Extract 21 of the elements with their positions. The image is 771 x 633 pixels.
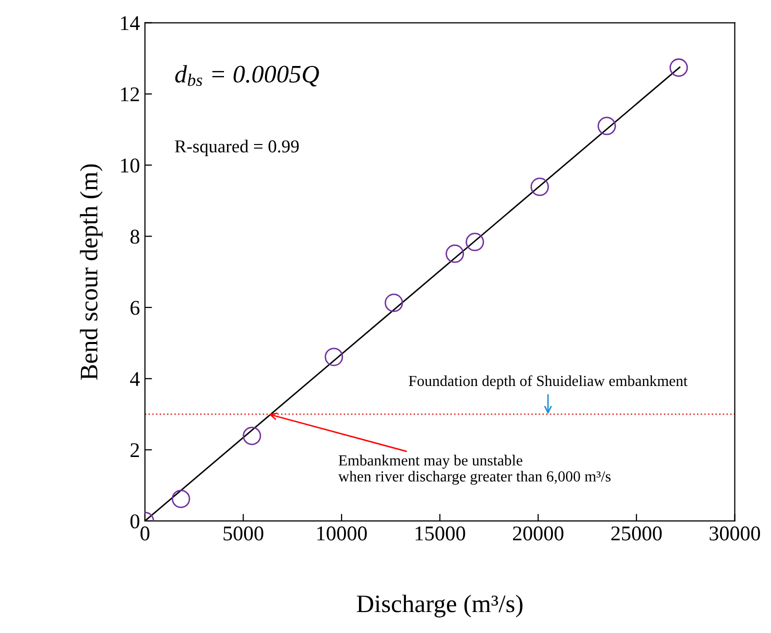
x-tick-label: 20000 xyxy=(513,526,564,540)
y-tick-label: 6 xyxy=(130,300,140,315)
y-tick-label: 2 xyxy=(130,443,139,458)
annotation: R-squared = 0.99 xyxy=(174,140,299,156)
y-tick-label: 4 xyxy=(130,372,140,386)
x-axis-title: Discharge (m³/s) xyxy=(356,594,522,618)
y-tick-label: 14 xyxy=(121,16,140,30)
annotation: d$_{bs}$ = 0.0005Q xyxy=(175,65,319,86)
annotation: Embankment may be unstable when river discharge greater than 6,000 m³/s xyxy=(338,454,611,485)
x-tick-label: 25000 xyxy=(611,526,662,540)
x-tick-label: 10000 xyxy=(317,526,367,540)
x-tick-label: 5000 xyxy=(224,526,264,540)
y-tick-label: 8 xyxy=(130,230,140,244)
x-tick-label: 0 xyxy=(140,526,150,540)
y-tick-label: 0 xyxy=(130,514,140,528)
x-tick-label: 30000 xyxy=(710,526,760,540)
y-tick-label: 12 xyxy=(121,87,139,102)
y-axis-title: Bend scour depth (m) xyxy=(80,164,103,380)
annotation: Foundation depth of Shuideliaw embankment xyxy=(408,375,688,390)
y-tick-label: 10 xyxy=(121,158,140,173)
x-tick-label: 15000 xyxy=(416,526,466,540)
